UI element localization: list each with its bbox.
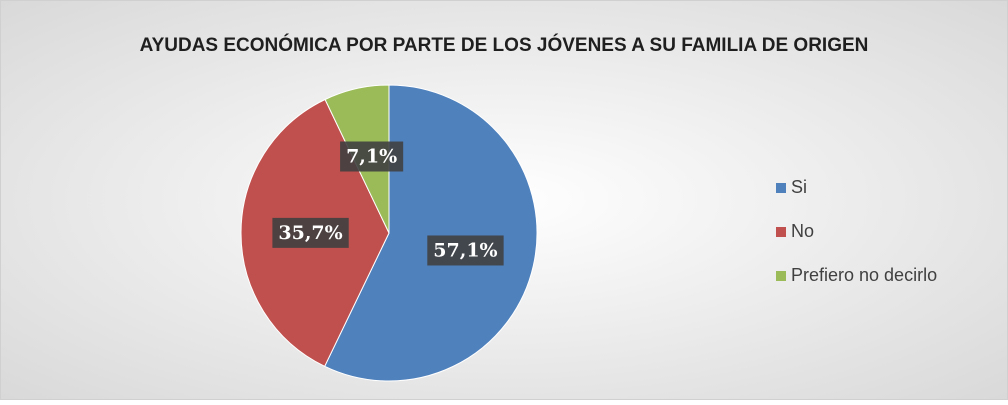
data-label-box	[272, 217, 349, 248]
legend-swatch	[776, 183, 786, 193]
data-label: 7,1%	[340, 141, 404, 172]
data-label-box	[427, 235, 504, 266]
data-label-text: 57,1%	[433, 239, 497, 261]
legend-swatch	[776, 271, 786, 281]
legend: Si No Prefiero no decirlo	[776, 177, 937, 285]
legend-label: Prefiero no decirlo	[791, 265, 937, 285]
chart-title: AYUDAS ECONÓMICA POR PARTE DE LOS JÓVENE…	[140, 34, 869, 56]
legend-label: No	[791, 221, 814, 241]
data-label-text: 35,7%	[278, 222, 342, 244]
pie-slice	[323, 84, 538, 382]
data-label: 35,7%	[272, 217, 349, 248]
data-label: 57,1%	[427, 235, 504, 266]
legend-swatch	[776, 227, 786, 237]
data-labels: 57,1% 35,7% 7,1%	[272, 141, 504, 266]
data-label-text: 7,1%	[346, 146, 397, 168]
data-label-box	[340, 141, 404, 172]
legend-label: Si	[791, 177, 807, 197]
